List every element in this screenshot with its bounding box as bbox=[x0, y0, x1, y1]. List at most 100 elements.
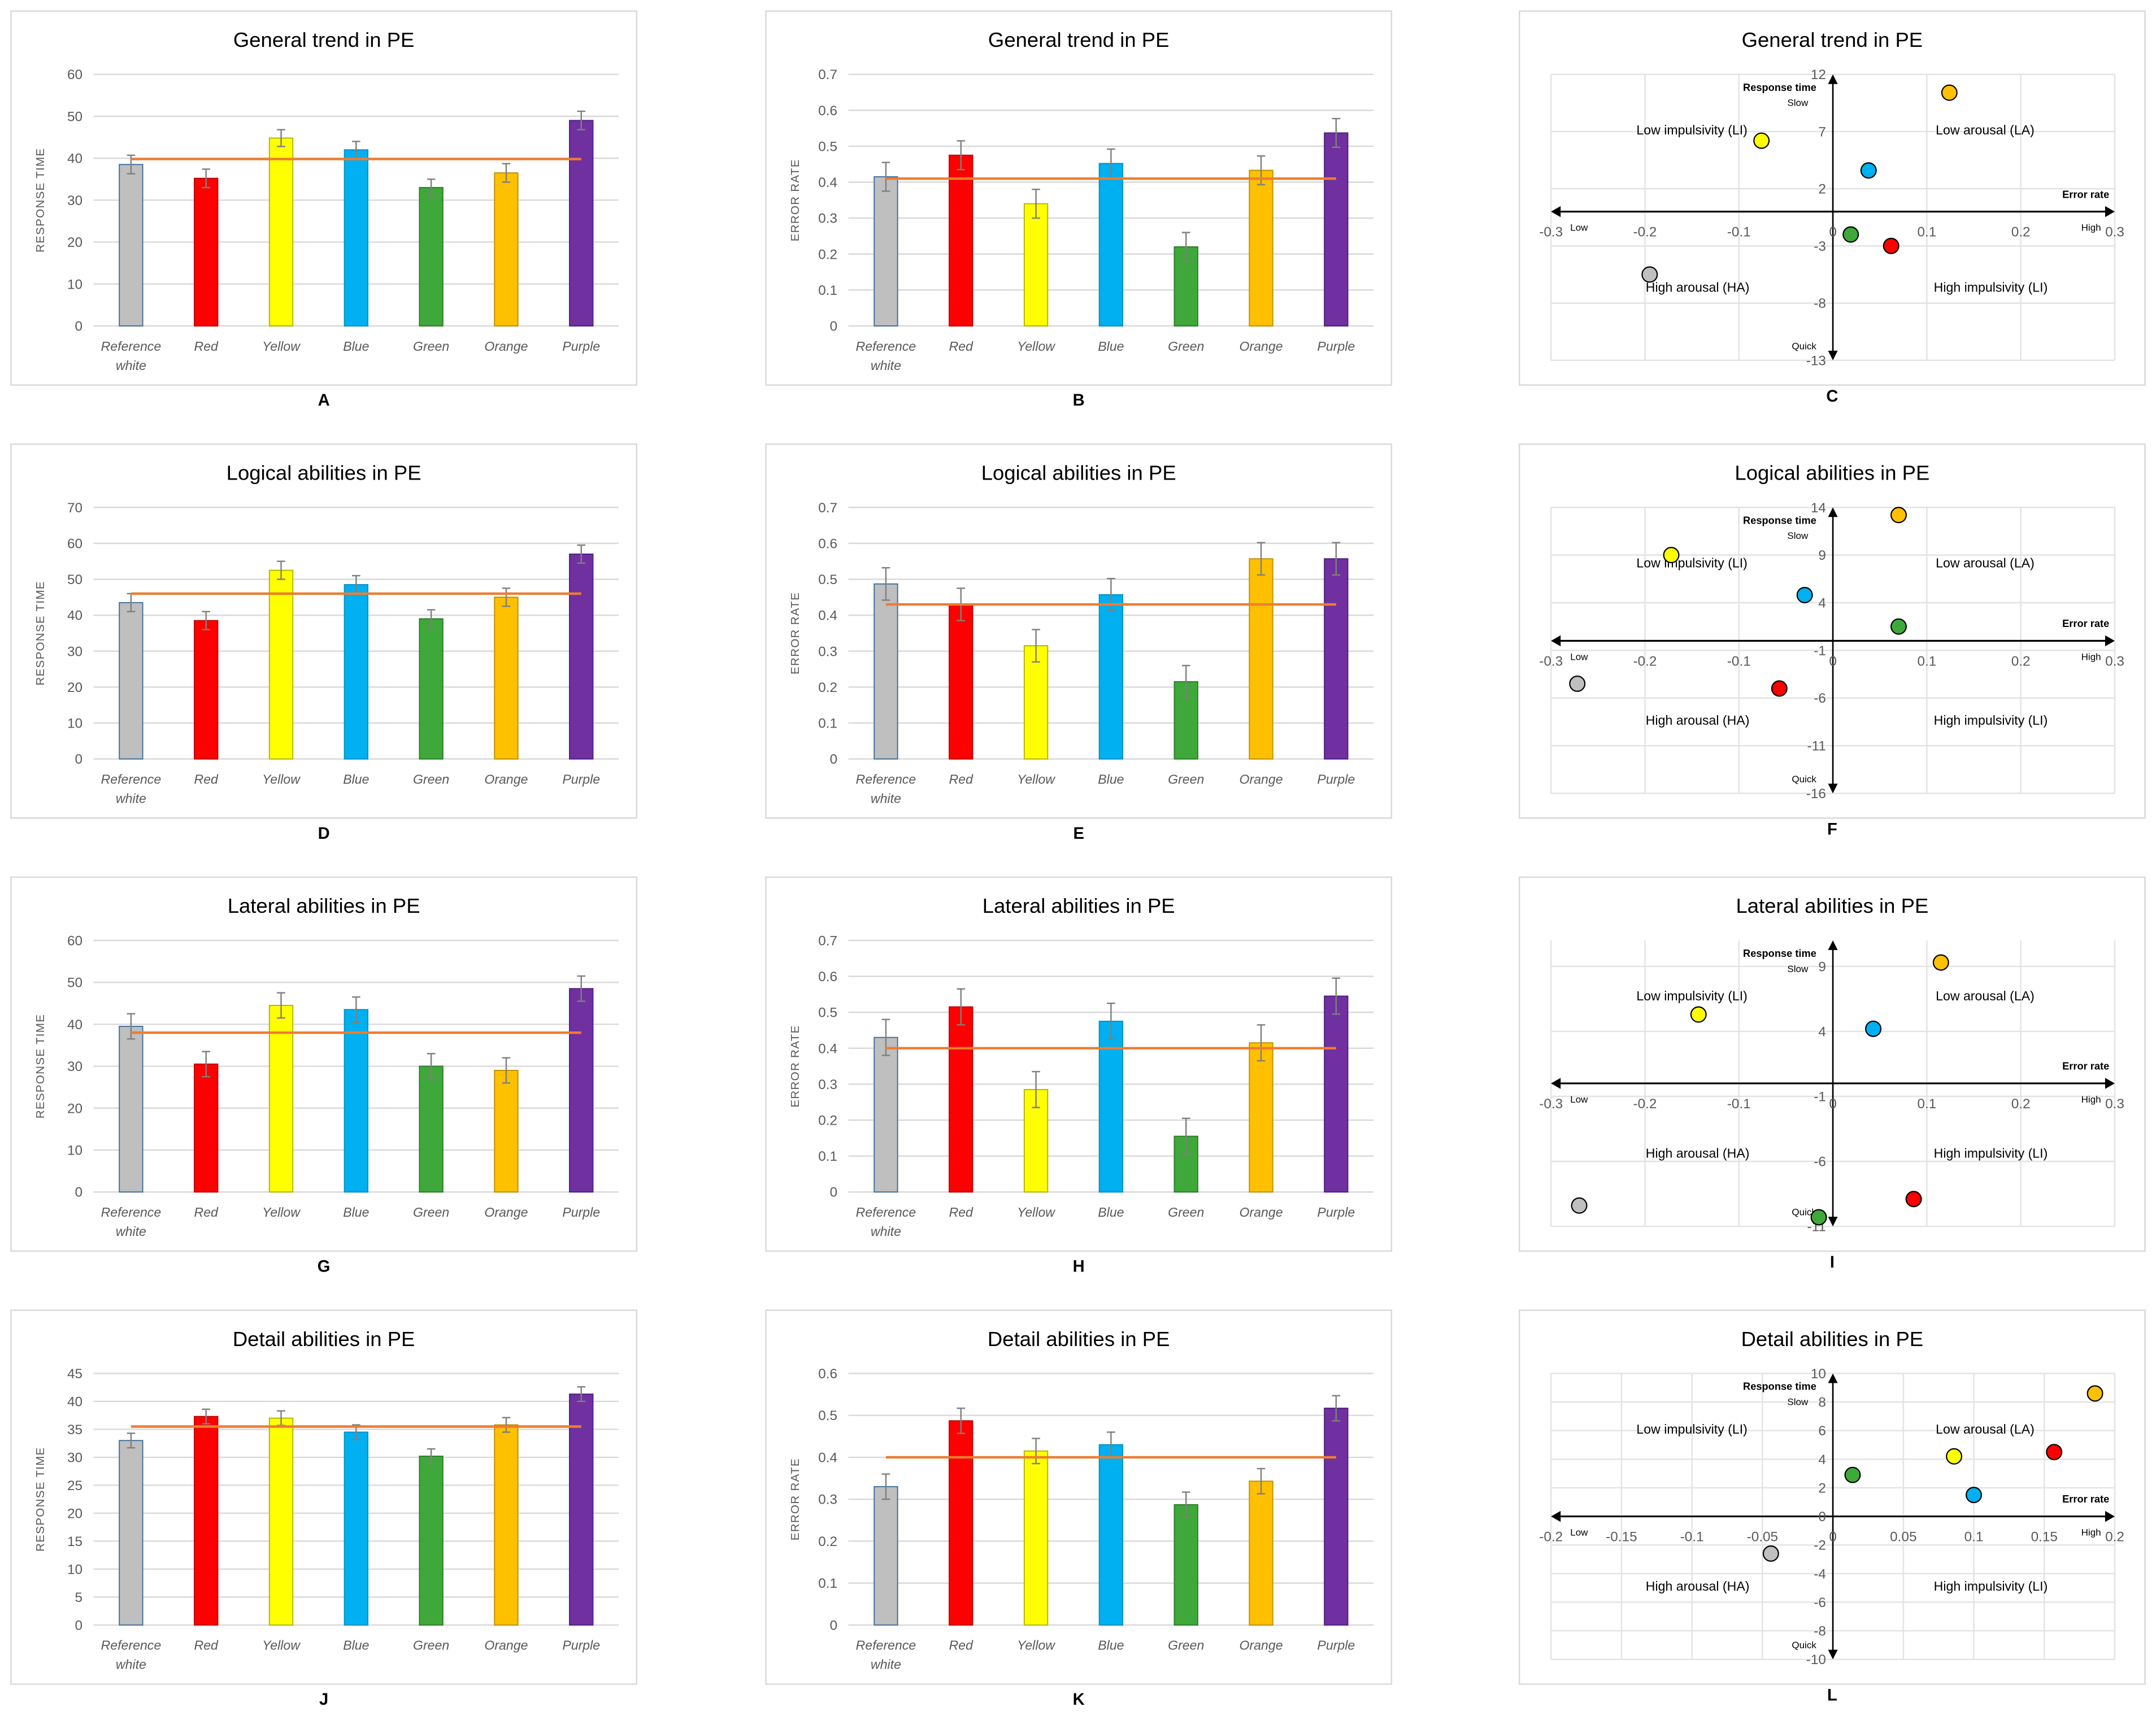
bar-red bbox=[194, 177, 219, 326]
y-axis-title: RESPONSE TIME bbox=[34, 1447, 47, 1551]
quadrant-label: High arousal (HA) bbox=[1646, 1579, 1750, 1593]
category-label: Red bbox=[194, 1205, 219, 1220]
x-tick-label: -0.3 bbox=[1539, 224, 1563, 240]
panel-letter: I bbox=[1830, 1253, 1835, 1272]
bar-orange bbox=[494, 1070, 519, 1193]
category-label: white bbox=[116, 358, 146, 373]
y-axis-title: Response time bbox=[1743, 947, 1816, 959]
chart-title: Lateral abilities in PE bbox=[983, 894, 1175, 917]
y-axis-title: RESPONSE TIME bbox=[34, 148, 47, 252]
category-label: Green bbox=[1168, 1205, 1204, 1220]
category-label: Orange bbox=[1239, 1205, 1283, 1220]
x-high-label: High bbox=[2081, 223, 2101, 233]
category-label: Green bbox=[413, 1638, 449, 1653]
y-tick-label: 50 bbox=[67, 976, 82, 991]
category-label: Red bbox=[949, 1638, 974, 1653]
x-tick-label: -0.3 bbox=[1539, 654, 1563, 669]
x-tick-label: -0.15 bbox=[1606, 1529, 1637, 1544]
bar-orange bbox=[494, 172, 519, 326]
x-tick-label: -0.1 bbox=[1727, 1096, 1751, 1112]
y-tick-label: 60 bbox=[67, 536, 82, 551]
quadrant-label: Low impulsivity (LI) bbox=[1636, 1422, 1747, 1436]
quadrant-label: High impulsivity (LI) bbox=[1934, 713, 2048, 728]
y-tick-label: 0 bbox=[830, 752, 838, 767]
panel-letter: F bbox=[1827, 820, 1837, 838]
chart-title: Lateral abilities in PE bbox=[228, 894, 420, 917]
category-label: Orange bbox=[484, 339, 528, 354]
category-label: Red bbox=[949, 1205, 974, 1220]
x-tick-label: 0 bbox=[1829, 654, 1837, 669]
chart-title: Detail abilities in PE bbox=[1741, 1327, 1924, 1351]
y-tick-label: 70 bbox=[67, 500, 82, 516]
category-label: Blue bbox=[343, 1205, 369, 1220]
y-tick-label: 30 bbox=[67, 193, 82, 208]
category-label: Purple bbox=[1317, 339, 1355, 354]
category-label: Orange bbox=[1239, 339, 1283, 354]
category-label: Purple bbox=[1317, 772, 1355, 786]
y-tick-label: -6 bbox=[1814, 691, 1826, 706]
x-tick-label: 0.3 bbox=[2105, 654, 2124, 669]
y-tick-label: 30 bbox=[67, 644, 82, 659]
point-blue bbox=[1966, 1487, 1983, 1504]
bar-reference bbox=[873, 1037, 898, 1193]
category-label: Green bbox=[1168, 339, 1204, 354]
chart-title: Detail abilities in PE bbox=[233, 1327, 415, 1351]
y-tick-label: -13 bbox=[1806, 353, 1826, 368]
chart-title: General trend in PE bbox=[988, 28, 1170, 51]
x-tick-label: 0 bbox=[1829, 1529, 1837, 1544]
y-tick-label: 0 bbox=[830, 319, 838, 334]
y-tick-label: 0.3 bbox=[818, 644, 837, 659]
bar-yellow bbox=[1023, 1450, 1049, 1626]
y-tick-label: 4 bbox=[1818, 1024, 1826, 1039]
bar-orange bbox=[494, 1424, 519, 1626]
point-red bbox=[1905, 1191, 1922, 1208]
x-axis-title: Error rate bbox=[2062, 617, 2109, 629]
bar-red bbox=[194, 1416, 219, 1626]
y-tick-label: -10 bbox=[1806, 1652, 1826, 1667]
panel-h: Lateral abilities in PE H 0 0.1 0.2 0.3 0.4 0.5… bbox=[765, 876, 1393, 1275]
point-reference bbox=[1569, 675, 1586, 692]
y-tick-label: 0.2 bbox=[818, 1113, 837, 1129]
quadrant-label: Low arousal (LA) bbox=[1936, 1422, 2035, 1436]
bar-red bbox=[949, 1420, 973, 1626]
panel-letter: C bbox=[1826, 387, 1838, 406]
panel-frame bbox=[10, 876, 638, 1252]
y-tick-label: 10 bbox=[67, 716, 82, 731]
bar-green bbox=[1173, 1504, 1198, 1626]
y-tick-label: 0.1 bbox=[818, 1149, 837, 1164]
y-tick-label: 0.6 bbox=[818, 969, 837, 985]
y-tick-label: 2 bbox=[1818, 182, 1826, 197]
y-low-label: Quick bbox=[1792, 1640, 1816, 1651]
y-tick-label: 20 bbox=[67, 680, 82, 695]
bar-orange bbox=[494, 596, 519, 760]
category-label: Blue bbox=[343, 339, 369, 354]
y-tick-label: 2 bbox=[1818, 1480, 1826, 1496]
bar-blue bbox=[1098, 594, 1124, 760]
category-label: Green bbox=[413, 772, 449, 786]
y-tick-label: 0 bbox=[830, 1618, 838, 1633]
y-tick-label: 0.1 bbox=[818, 716, 837, 731]
y-tick-label: 7 bbox=[1818, 124, 1826, 140]
y-tick-label: 0.1 bbox=[818, 283, 837, 298]
category-label: Blue bbox=[343, 1638, 369, 1653]
y-tick-label: 0.1 bbox=[818, 1576, 837, 1591]
chart-title: Detail abilities in PE bbox=[988, 1327, 1170, 1351]
panel-letter: D bbox=[318, 825, 330, 843]
point-reference bbox=[1571, 1197, 1588, 1214]
x-tick-label: 0.1 bbox=[1964, 1529, 1984, 1544]
y-tick-label: 0 bbox=[75, 1618, 82, 1633]
category-label: Reference bbox=[856, 1638, 916, 1653]
point-green bbox=[1810, 1209, 1827, 1226]
y-axis-title: Response time bbox=[1743, 514, 1816, 526]
y-axis-title: ERROR RATE bbox=[789, 1458, 802, 1540]
y-tick-label: 30 bbox=[67, 1450, 82, 1465]
bar-reference bbox=[873, 583, 898, 760]
quadrant-label: High arousal (HA) bbox=[1646, 1146, 1750, 1161]
category-label: Reference bbox=[856, 772, 916, 786]
x-high-label: High bbox=[2081, 652, 2101, 663]
category-label: Red bbox=[949, 772, 974, 786]
y-tick-label: 0.4 bbox=[818, 175, 837, 190]
bar-reference bbox=[873, 176, 898, 326]
category-label: Yellow bbox=[1017, 772, 1055, 786]
quadrant-label: Low impulsivity (LI) bbox=[1636, 123, 1747, 137]
